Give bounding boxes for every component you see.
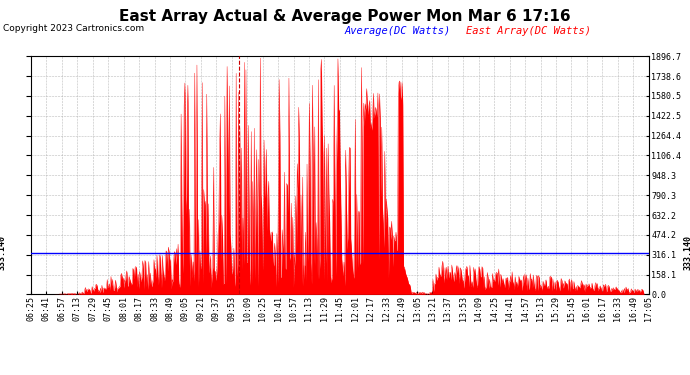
Text: 333.140: 333.140 (0, 235, 7, 270)
Text: East Array Actual & Average Power Mon Mar 6 17:16: East Array Actual & Average Power Mon Ma… (119, 9, 571, 24)
Text: East Array(DC Watts): East Array(DC Watts) (466, 26, 591, 36)
Text: Copyright 2023 Cartronics.com: Copyright 2023 Cartronics.com (3, 24, 145, 33)
Text: 333.140: 333.140 (683, 235, 690, 270)
Text: Average(DC Watts): Average(DC Watts) (345, 26, 451, 36)
